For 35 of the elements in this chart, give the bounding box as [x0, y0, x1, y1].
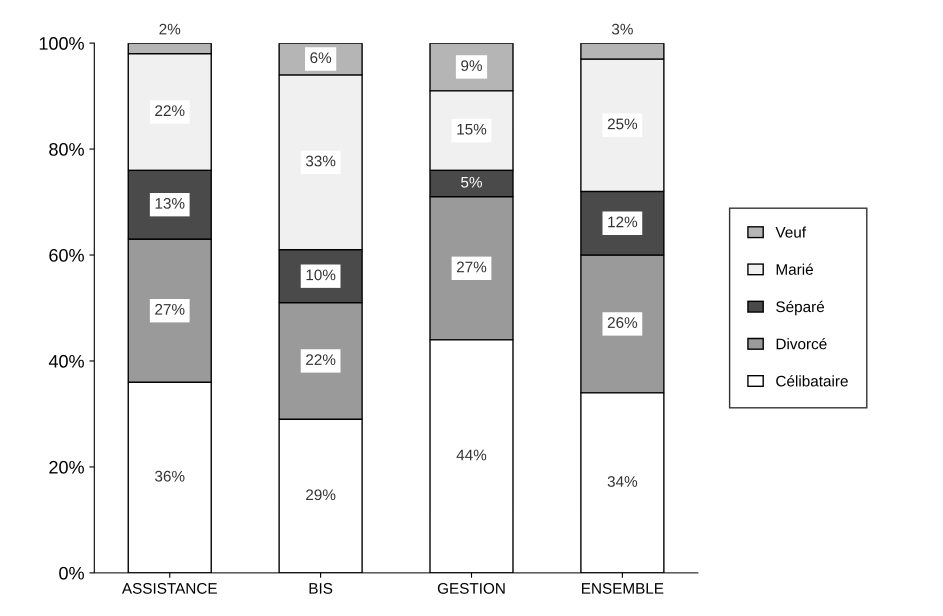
legend-label: Marié — [776, 263, 813, 275]
legend-label: Séparé — [776, 300, 824, 316]
y-tick-label: 40% — [48, 354, 84, 368]
data-label: 9% — [461, 60, 482, 72]
data-label: 27% — [155, 304, 184, 315]
data-label: 22% — [155, 105, 184, 116]
data-label: 33% — [306, 156, 336, 166]
data-label: 27% — [456, 262, 486, 272]
data-label: 44% — [456, 450, 486, 460]
data-label: 5% — [461, 176, 482, 188]
x-tick-label: GESTION — [438, 583, 505, 594]
y-tick-label: 100% — [40, 37, 84, 50]
data-label: 22% — [306, 354, 336, 366]
data-label: 13% — [156, 198, 184, 209]
data-label: 2% — [159, 24, 180, 34]
data-label: 12% — [608, 216, 638, 228]
legend-label: Célibataire — [776, 375, 848, 387]
data-label: 6% — [310, 52, 332, 64]
y-tick-label: 20% — [49, 460, 84, 474]
data-label: 25% — [608, 118, 638, 130]
y-tick-label: 60% — [49, 248, 84, 262]
data-label: 36% — [155, 470, 184, 482]
x-tick-label: ASSISTANCE — [122, 583, 217, 594]
y-tick-label: 0% — [59, 566, 84, 580]
legend-label: Divorcé — [776, 338, 827, 350]
data-label: 26% — [608, 317, 638, 328]
data-label: 10% — [306, 269, 336, 280]
data-label: 29% — [306, 489, 336, 500]
x-tick-label: BIS — [310, 583, 332, 594]
legend-label: Veuf — [776, 226, 806, 238]
x-tick-label: ENSEMBLE — [582, 583, 664, 594]
y-tick-label: 80% — [49, 143, 84, 156]
data-label: 15% — [457, 124, 486, 135]
data-label: 3% — [612, 24, 633, 35]
data-label: 34% — [608, 476, 638, 487]
